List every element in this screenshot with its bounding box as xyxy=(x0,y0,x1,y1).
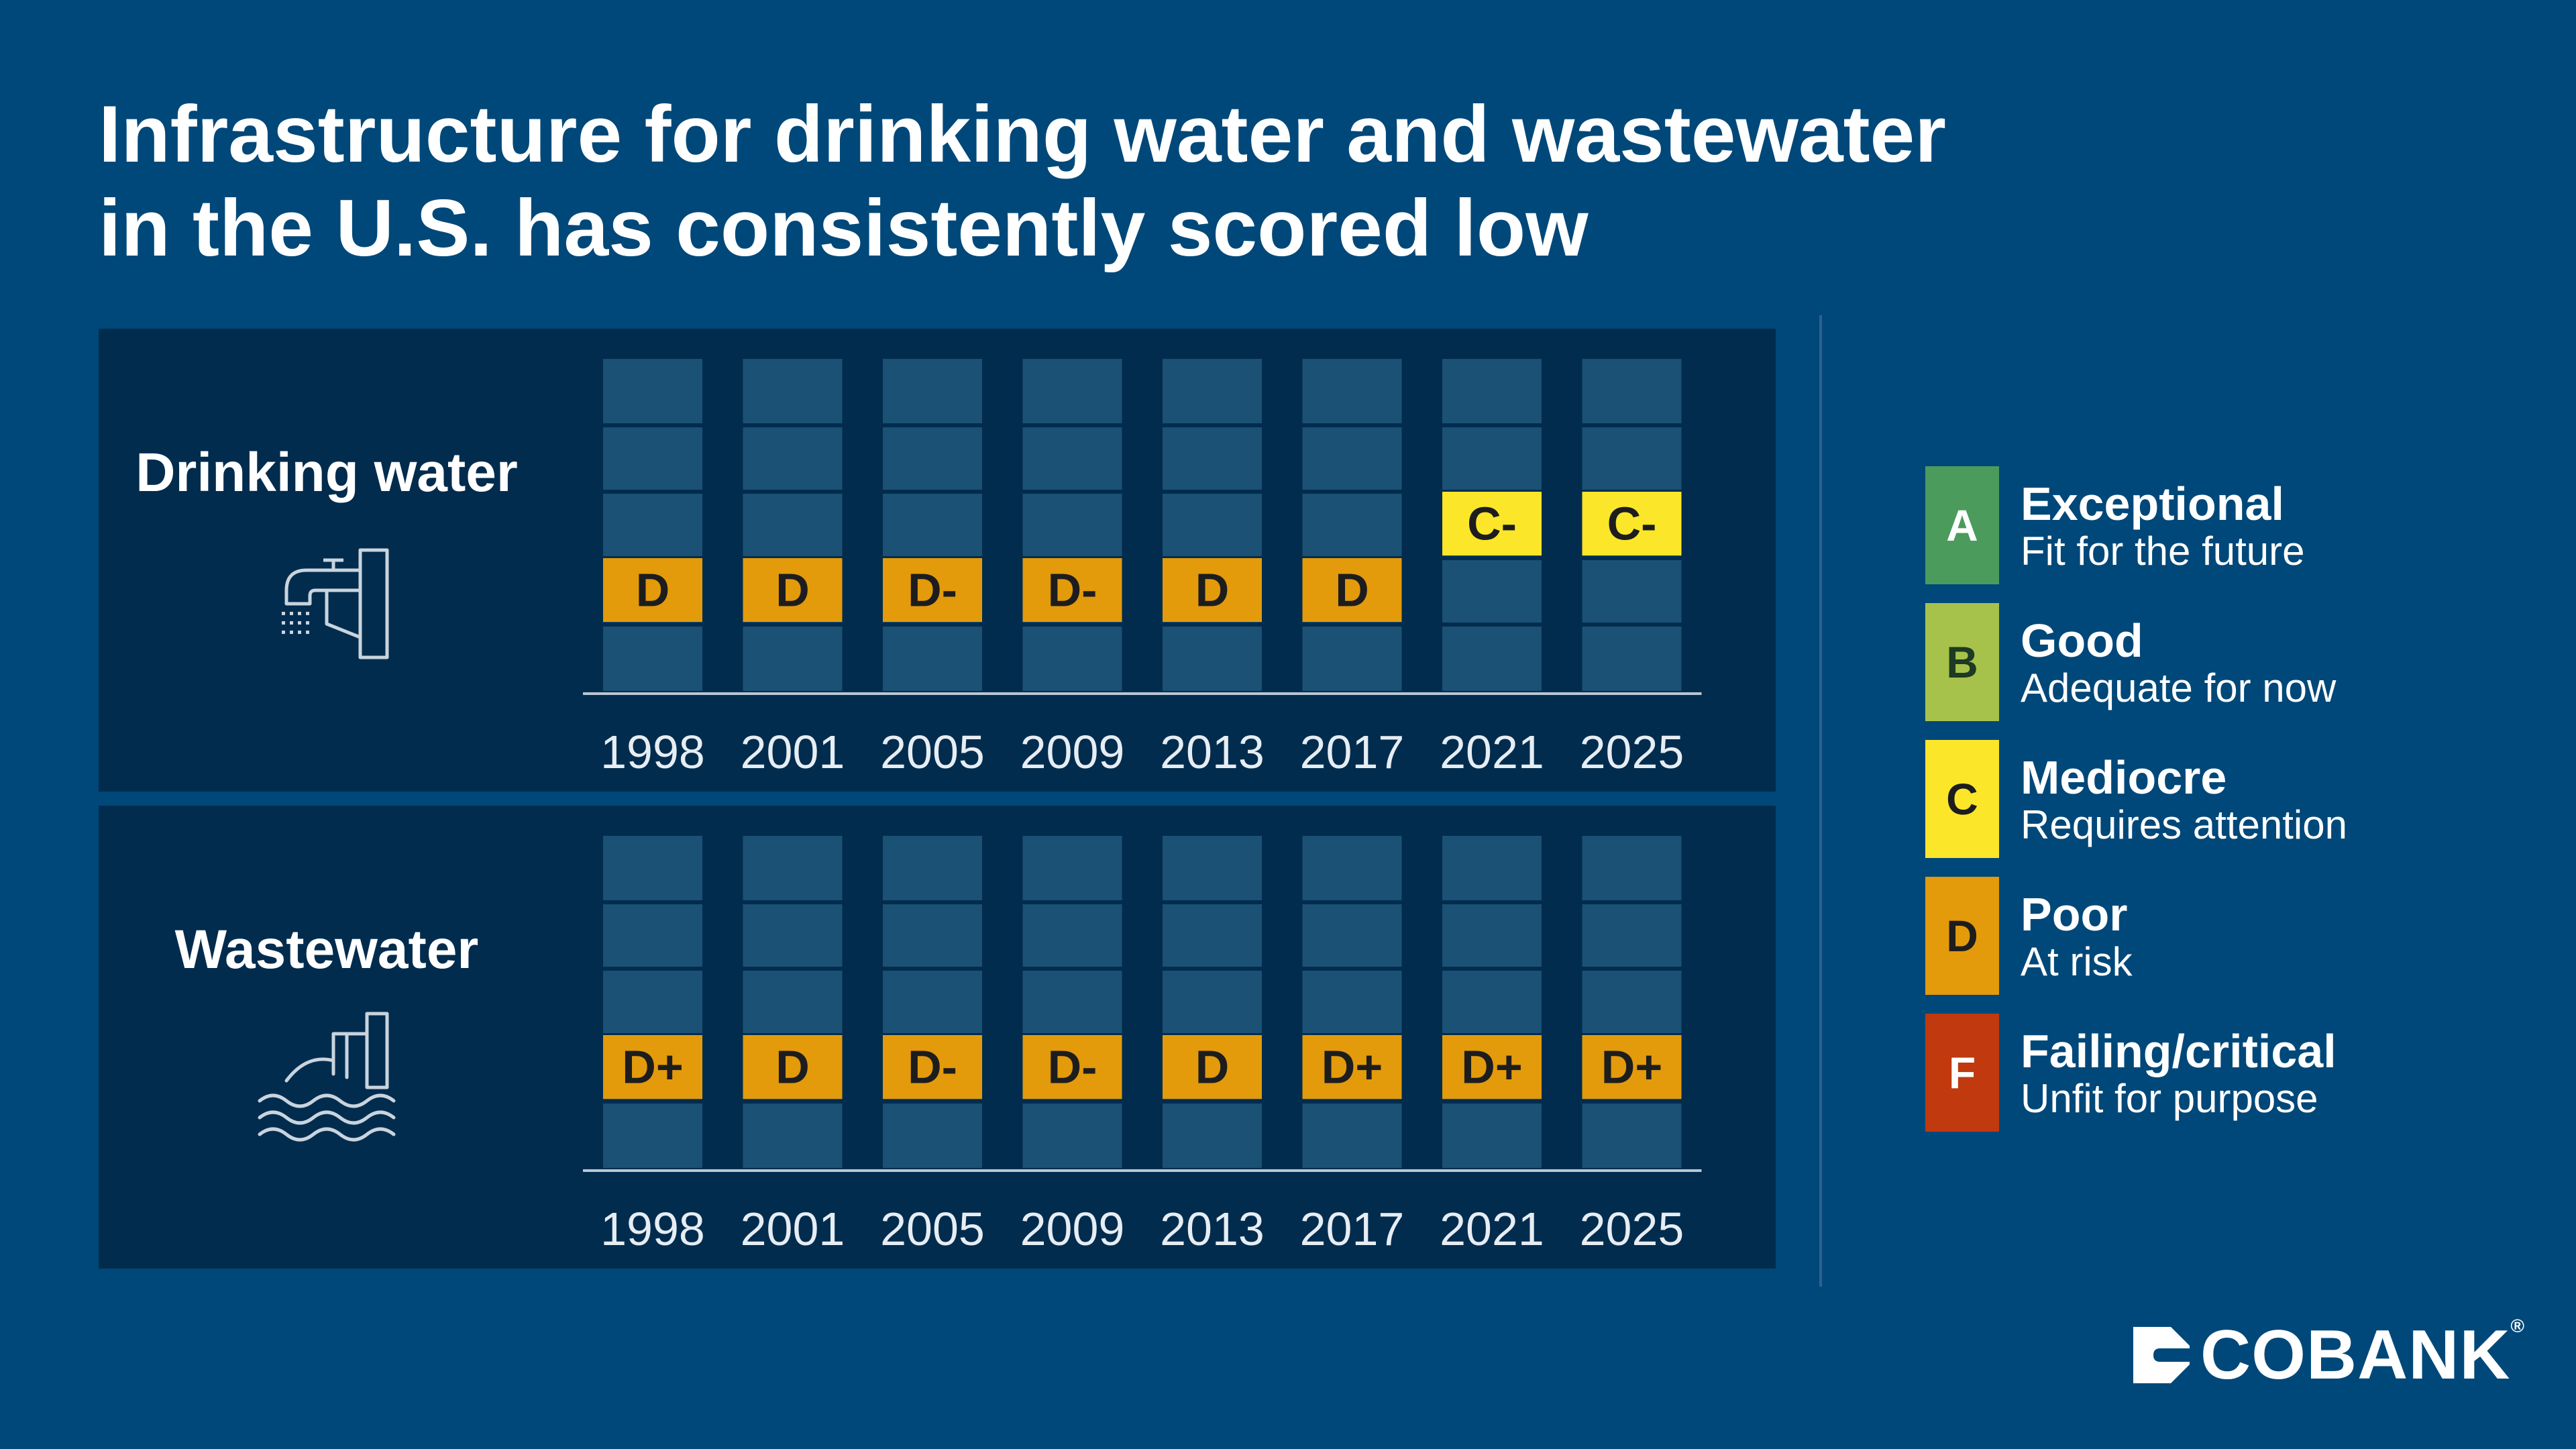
grade-bar xyxy=(603,558,702,622)
wastewater-label: Wastewater xyxy=(174,919,479,980)
legend-name: Exceptional xyxy=(2021,478,2284,530)
legend-swatch: A xyxy=(1925,466,1999,584)
legend-swatch: D xyxy=(1925,877,1999,995)
year-tick-label: 1998 xyxy=(600,1203,705,1255)
grade-column xyxy=(1163,359,1262,691)
legend-description: Unfit for purpose xyxy=(2021,1076,2318,1121)
year-tick-label: 2001 xyxy=(741,1203,845,1255)
grade-column xyxy=(743,359,843,691)
grade-label: C- xyxy=(1467,498,1517,550)
drinking-water-grade-chart: D 1998 D 2001 D- 2005 D- 2009 D 2013 D 2017 C- 2021 C-… xyxy=(583,359,1702,778)
grade-label: D- xyxy=(908,564,957,616)
divider xyxy=(1819,315,1822,1287)
grade-label: D- xyxy=(1048,1041,1097,1093)
grade-label: D xyxy=(636,564,670,616)
legend-item: C Mediocre Requires attention xyxy=(1925,740,2529,858)
legend-name: Poor xyxy=(2021,888,2128,941)
legend-item: F Failing/critical Unfit for purpose xyxy=(1925,1014,2529,1132)
grade-label: D- xyxy=(1048,564,1097,616)
grade-bar xyxy=(743,558,843,622)
faucet-icon xyxy=(282,548,389,659)
year-tick-label: 2005 xyxy=(880,1203,985,1255)
drinking-water-label: Drinking water xyxy=(136,442,518,503)
chart-title: Infrastructure for drinking water and wa… xyxy=(99,87,2044,275)
grade-label: C- xyxy=(1607,498,1657,550)
grade-column xyxy=(743,836,843,1168)
grade-label: D+ xyxy=(1461,1041,1522,1093)
grade-label: D xyxy=(1335,564,1369,616)
year-tick-label: 2021 xyxy=(1440,726,1544,778)
year-tick-label: 2017 xyxy=(1300,726,1405,778)
grade-bar xyxy=(743,1035,843,1099)
legend-description: Requires attention xyxy=(2021,802,2347,847)
grade-bar xyxy=(1442,1035,1542,1099)
wastewater-outfall-icon xyxy=(258,1012,396,1142)
grade-bar xyxy=(1022,558,1122,622)
legend-description: Fit for the future xyxy=(2021,529,2305,574)
grade-column xyxy=(603,836,702,1168)
grade-bar xyxy=(1163,1035,1262,1099)
year-tick-label: 2025 xyxy=(1580,726,1684,778)
cobank-logo: COBANK® xyxy=(2133,1315,2525,1395)
wastewater-grade-chart: D+ 1998 D 2001 D- 2005 D- 2009 D 2013 D+ 2017 D+ 2021… xyxy=(583,836,1702,1255)
grade-column xyxy=(1582,836,1682,1168)
logo-wordmark: COBANK xyxy=(2200,1316,2511,1394)
legend-description: At risk xyxy=(2021,939,2133,984)
legend-name: Mediocre xyxy=(2021,751,2227,804)
grade-label: D xyxy=(1195,564,1230,616)
legend-swatch: F xyxy=(1925,1014,1999,1132)
year-tick-label: 2013 xyxy=(1160,726,1265,778)
grade-label: D xyxy=(775,564,810,616)
grade-bar xyxy=(603,1035,702,1099)
grade-label: D+ xyxy=(1601,1041,1662,1093)
grade-column xyxy=(883,836,982,1168)
title-line-2: in the U.S. has consistently scored low xyxy=(99,183,1589,273)
grade-column xyxy=(1022,836,1122,1168)
year-tick-label: 2009 xyxy=(1020,726,1125,778)
legend-name: Good xyxy=(2021,614,2143,667)
grade-column xyxy=(1302,359,1402,691)
legend-item: B Good Adequate for now xyxy=(1925,603,2529,721)
grade-bar xyxy=(1442,492,1542,555)
year-tick-label: 2013 xyxy=(1160,1203,1265,1255)
legend-swatch: B xyxy=(1925,603,1999,721)
grade-bar xyxy=(883,558,982,622)
grade-bar xyxy=(1163,558,1262,622)
grade-bar xyxy=(1302,1035,1402,1099)
wastewater-panel: Wastewater D+ 1998 D 2001 D- 2005 D- 2009 D 2013 D… xyxy=(99,806,1776,1269)
legend-name: Failing/critical xyxy=(2021,1025,2337,1077)
grade-label: D+ xyxy=(622,1041,683,1093)
grade-label: D- xyxy=(908,1041,957,1093)
title-line-1: Infrastructure for drinking water and wa… xyxy=(99,89,1946,179)
grade-column xyxy=(603,359,702,691)
grade-label: D xyxy=(1195,1041,1230,1093)
grade-label: D xyxy=(775,1041,810,1093)
cobank-logo-mark-icon xyxy=(2133,1327,2190,1383)
year-tick-label: 2017 xyxy=(1300,1203,1405,1255)
grade-column xyxy=(1302,836,1402,1168)
grade-bar xyxy=(1302,558,1402,622)
grade-bar xyxy=(1582,492,1682,555)
grade-column xyxy=(1022,359,1122,691)
year-tick-label: 2009 xyxy=(1020,1203,1125,1255)
legend-swatch: C xyxy=(1925,740,1999,858)
grade-label: D+ xyxy=(1322,1041,1383,1093)
grade-bar xyxy=(883,1035,982,1099)
year-tick-label: 2005 xyxy=(880,726,985,778)
year-tick-label: 2001 xyxy=(741,726,845,778)
year-tick-label: 1998 xyxy=(600,726,705,778)
grade-column xyxy=(1163,836,1262,1168)
grade-bar xyxy=(1022,1035,1122,1099)
year-tick-label: 2025 xyxy=(1580,1203,1684,1255)
legend-item: D Poor At risk xyxy=(1925,877,2529,995)
grade-bar xyxy=(1582,1035,1682,1099)
drinking-water-panel: Drinking water D 1998 D 2001 D- 2005 D- 2009 D 20… xyxy=(99,329,1776,792)
year-tick-label: 2021 xyxy=(1440,1203,1544,1255)
legend-item: A Exceptional Fit for the future xyxy=(1925,466,2529,584)
logo-registered-mark: ® xyxy=(2510,1315,2526,1336)
cobank-logo-text: COBANK® xyxy=(2200,1316,2525,1395)
grade-column xyxy=(1442,836,1542,1168)
grade-column xyxy=(883,359,982,691)
legend-description: Adequate for now xyxy=(2021,665,2337,710)
